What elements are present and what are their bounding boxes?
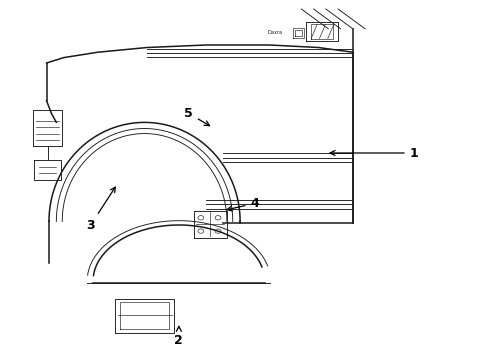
Text: 3: 3	[86, 187, 115, 231]
Text: 5: 5	[184, 107, 210, 126]
Text: 4: 4	[227, 197, 259, 211]
Text: 1: 1	[330, 147, 418, 159]
Text: 2: 2	[174, 327, 183, 347]
Text: $\mathsf{Daxra}$: $\mathsf{Daxra}$	[267, 28, 283, 36]
